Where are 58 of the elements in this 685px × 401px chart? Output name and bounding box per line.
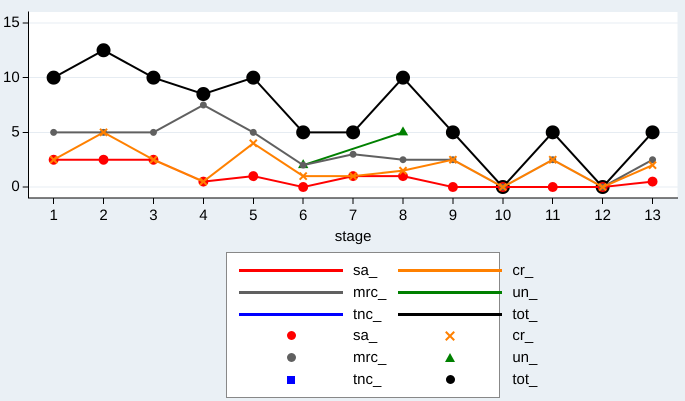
point [248,171,258,182]
x-tick-label: 9 [448,207,458,224]
point [250,128,257,136]
legend-label: cr_ [512,262,534,279]
x-tick-label: 1 [49,207,58,224]
point [396,70,410,85]
x-tick-label: 3 [149,207,158,224]
legend-label: tot_ [512,306,538,323]
text: cr_ [512,327,534,344]
x-tick-label: 10 [494,207,512,224]
x-tick-label: 2 [99,207,108,224]
x-tick-label: 6 [299,207,308,224]
legend-label: tnc_ [353,306,382,323]
x-tick-label: 4 [199,207,208,224]
point [400,156,406,164]
point [446,125,460,140]
point [200,102,207,108]
x-tick-label: 5 [249,207,258,224]
point [98,154,109,165]
x-tick-label: 11 [544,207,561,224]
point [298,182,308,192]
point [298,172,308,181]
legend-label: sa_ [353,262,378,279]
point [46,70,61,85]
text: sa_ [353,327,378,344]
point [146,70,160,85]
legend-label: mrc_ [353,284,386,301]
legend-label: un_ [512,284,538,301]
point [350,150,357,158]
point [546,125,560,140]
text: tot_ [512,371,538,388]
point [50,128,58,136]
point [646,125,660,140]
point [448,182,458,192]
y-tick-label: 10 [2,68,20,86]
point [346,125,360,140]
point [398,166,408,176]
y-tick-label: 0 [11,178,20,196]
point [648,176,658,187]
x-tick-label: 12 [594,207,611,224]
point [248,138,258,148]
point [296,125,310,140]
point [96,43,111,58]
y-tick-label: 15 [2,14,20,32]
point [150,128,157,136]
point [246,70,260,85]
y-tick-label: 5 [11,123,20,140]
x-axis-title: stage [334,228,372,246]
point [196,87,210,102]
x-tick-label: 13 [644,207,661,224]
text: tnc_ [353,371,382,388]
point [548,182,558,192]
x-tick-label: 7 [348,207,358,224]
text: un_ [512,349,538,366]
text: mrc_ [353,349,386,366]
x-tick-label: 8 [398,207,408,224]
point [649,156,656,164]
point [648,160,658,170]
